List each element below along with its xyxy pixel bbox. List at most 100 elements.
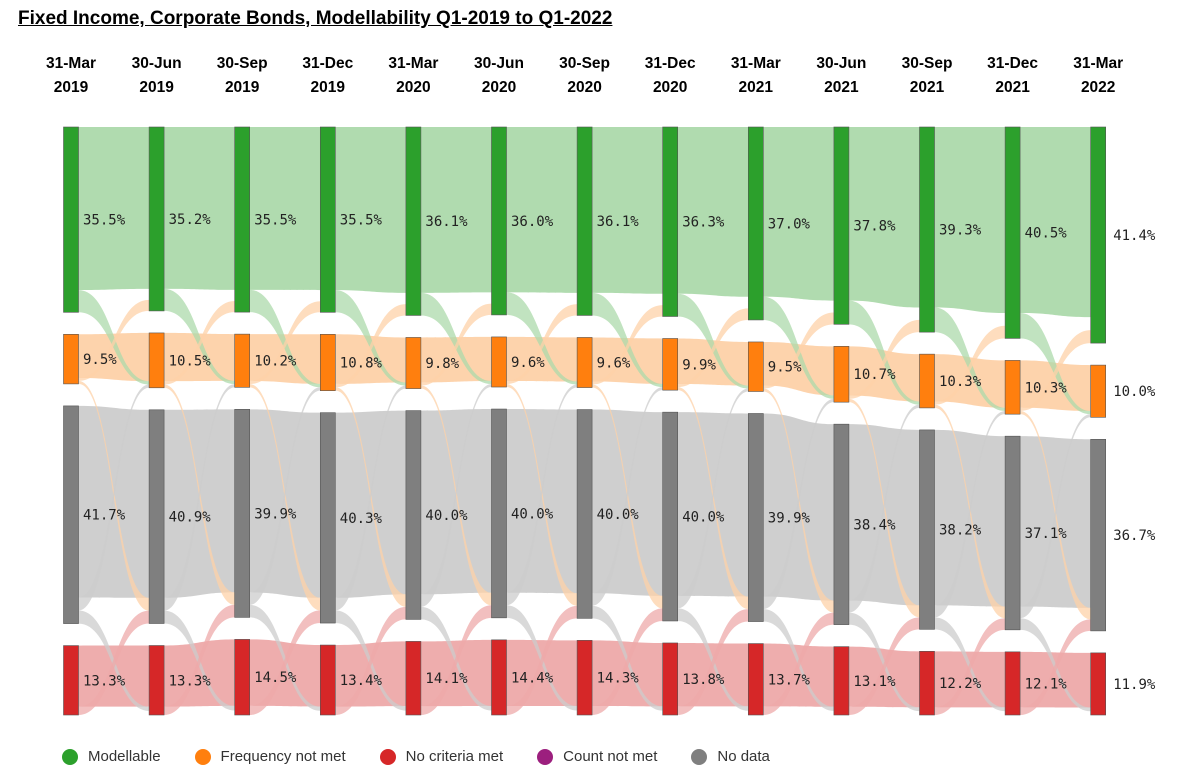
legend-label: Frequency not met: [220, 748, 346, 765]
legend-item[interactable]: No criteria met: [379, 748, 503, 765]
value-label: 9.5%: [83, 352, 117, 368]
period-header-line1: 30-Jun: [131, 55, 182, 72]
value-label: 36.0%: [511, 214, 554, 230]
node-frequency-not-met: [63, 334, 79, 385]
flow-no-data: [164, 409, 235, 598]
crossflow-no-data: [78, 384, 150, 611]
value-label: 41.7%: [83, 508, 126, 524]
crossflow-modellable: [78, 290, 150, 385]
period-header-line1: 30-Jun: [474, 55, 524, 72]
flow-no-criteria-met: [249, 639, 321, 707]
node-no-criteria-met: [234, 639, 250, 716]
legend-item[interactable]: Count not met: [537, 748, 657, 765]
value-label: 10.8%: [340, 355, 383, 371]
crossflow-no-data: [592, 387, 663, 606]
flow-modellable: [1020, 127, 1091, 318]
legend-label: No data: [717, 748, 770, 765]
crossflow-no-data: [249, 604, 321, 711]
node-layer: [63, 126, 1106, 716]
value-label: 37.8%: [853, 219, 896, 235]
value-label: 38.4%: [853, 517, 896, 533]
value-label: 13.4%: [340, 673, 383, 689]
flow-no-criteria-met: [677, 642, 749, 707]
value-label: 14.4%: [511, 670, 554, 686]
flow-modellable: [249, 127, 321, 291]
period-header-line2: 2019: [310, 79, 346, 96]
value-label: 40.0%: [682, 510, 725, 526]
value-label: 10.0%: [1113, 384, 1156, 400]
node-modellable: [234, 126, 250, 313]
crossflow-modellable: [592, 292, 663, 388]
crossflow-frequency-not-met: [677, 308, 749, 388]
value-label: 39.9%: [768, 511, 811, 527]
flow-modellable: [934, 127, 1006, 314]
flow-modellable: [164, 127, 235, 290]
value-label: 9.6%: [597, 355, 631, 371]
flow-no-data: [677, 412, 749, 597]
crossflow-no-criteria-met: [592, 608, 663, 715]
legend-item[interactable]: Frequency not met: [194, 748, 346, 765]
period-header: 30-Sep 2020: [545, 52, 625, 100]
node-no-data: [148, 409, 165, 624]
node-modellable: [148, 126, 165, 312]
crossflow-frequency-not-met: [592, 305, 663, 385]
flow-no-data: [763, 413, 834, 601]
value-label: 36.1%: [597, 214, 640, 230]
crossflow-frequency-not-met: [335, 304, 406, 388]
flow-modellable: [506, 127, 578, 293]
crossflow-no-criteria-met: [506, 605, 578, 715]
crossflow-no-data: [1020, 414, 1091, 619]
crossflow-no-data: [335, 385, 406, 611]
flow-no-criteria-met: [420, 639, 492, 707]
node-frequency-not-met: [1004, 360, 1021, 415]
node-no-criteria-met: [919, 651, 935, 716]
flow-no-criteria-met: [592, 640, 663, 707]
period-header: 31-Mar 2019: [31, 52, 111, 100]
value-label: 10.2%: [254, 354, 297, 370]
value-label: 40.3%: [340, 511, 383, 527]
crossflow-frequency-not-met: [78, 299, 150, 381]
period-header-line1: 31-Mar: [730, 55, 781, 72]
value-label: 38.2%: [939, 523, 982, 539]
crossflow-no-data: [164, 384, 235, 611]
flow-no-data: [934, 429, 1006, 607]
legend-item[interactable]: Modellable: [62, 748, 161, 765]
value-label: 13.7%: [768, 672, 811, 688]
flow-frequency-not-met: [335, 334, 406, 384]
crossflow-modellable: [420, 292, 492, 385]
value-label: 40.0%: [511, 506, 554, 522]
legend-item[interactable]: No data: [691, 748, 770, 765]
crossflow-no-criteria-met: [848, 617, 920, 715]
legend-dot-icon: [194, 748, 211, 765]
node-no-data: [1090, 439, 1106, 632]
flow-no-data: [848, 424, 920, 606]
value-label: 10.3%: [1025, 380, 1068, 396]
legend-dot-icon: [691, 748, 708, 765]
crossflow-modellable: [848, 300, 920, 405]
flow-no-criteria-met: [78, 645, 150, 707]
period-header-line1: 30-Sep: [901, 55, 953, 72]
period-header-line2: 2021: [824, 79, 859, 96]
period-header-line1: 31-Dec: [302, 55, 354, 72]
node-no-data: [662, 411, 679, 622]
node-no-data: [747, 413, 764, 622]
node-no-criteria-met: [1090, 652, 1106, 716]
flow-modellable: [335, 127, 406, 293]
node-no-criteria-met: [405, 641, 422, 716]
node-no-criteria-met: [148, 645, 165, 716]
period-header: 31-Mar 2020: [373, 52, 453, 100]
value-label: 36.7%: [1113, 528, 1156, 544]
flow-frequency-not-met: [1020, 360, 1091, 412]
crossflow-no-data: [934, 410, 1006, 618]
node-no-data: [919, 429, 935, 630]
flow-no-criteria-met: [848, 646, 920, 708]
node-modellable: [833, 126, 850, 325]
flow-frequency-not-met: [164, 332, 235, 382]
value-label: 36.3%: [682, 215, 725, 231]
crossflow-no-criteria-met: [934, 618, 1006, 715]
period-header: 30-Sep 2021: [887, 52, 967, 100]
value-label: 9.6%: [511, 355, 545, 371]
node-no-criteria-met: [833, 646, 850, 716]
value-label: 13.8%: [682, 672, 725, 688]
period-header-line1: 31-Dec: [987, 55, 1039, 72]
